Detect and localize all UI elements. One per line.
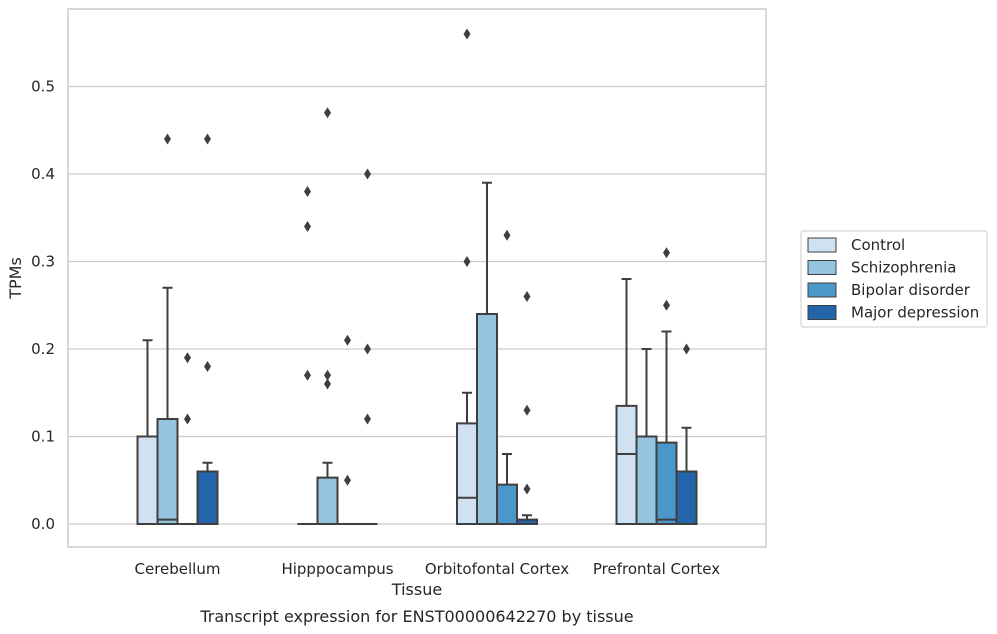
outlier-point xyxy=(324,378,331,390)
outlier-point xyxy=(304,369,311,381)
outlier-point xyxy=(463,256,471,267)
plot-frame xyxy=(67,8,767,548)
box xyxy=(496,483,518,525)
box-major-depression xyxy=(357,168,378,525)
box-control xyxy=(456,28,478,525)
outlier-point xyxy=(344,334,351,346)
legend: Control Schizophrenia Bipolar disorder Majo… xyxy=(800,230,988,328)
outlier-point xyxy=(304,186,311,197)
y-tick-label: 0.1 xyxy=(31,428,55,446)
box xyxy=(456,422,478,525)
outlier-point xyxy=(663,247,670,259)
outlier-point xyxy=(503,229,511,241)
box xyxy=(655,441,678,525)
outlier-point xyxy=(663,299,670,311)
box-major-depression xyxy=(516,291,538,525)
box-bipolar-disorder xyxy=(496,229,518,525)
y-tick-label: 0.5 xyxy=(31,78,55,96)
x-tick-label: Cerebellum xyxy=(135,560,221,578)
legend-frame xyxy=(800,230,988,328)
legend-label: Major depression xyxy=(851,304,979,322)
outlier-point xyxy=(184,413,191,425)
box-control xyxy=(297,186,318,525)
x-axis-title: Tissue xyxy=(391,580,442,599)
outlier-point xyxy=(364,168,371,180)
box xyxy=(136,435,159,525)
legend-label: Schizophrenia xyxy=(851,259,956,277)
outlier-point xyxy=(523,291,531,302)
legend-label: Control xyxy=(851,236,905,254)
y-axis-title: TPMs xyxy=(6,257,25,300)
outlier-point xyxy=(204,361,211,372)
box-schizophrenia xyxy=(476,181,498,525)
y-tick-label: 0.3 xyxy=(31,253,55,271)
box xyxy=(316,476,339,525)
legend-label: Bipolar disorder xyxy=(851,281,971,299)
legend-swatch xyxy=(807,282,837,298)
outlier-point xyxy=(364,343,371,355)
chart-caption: Transcript expression for ENST0000064227… xyxy=(199,607,633,626)
outlier-point xyxy=(164,133,171,145)
legend-swatch xyxy=(807,305,837,320)
x-tick-labels: Cerebellum Hipppocampus Orbitofontal Corte… xyxy=(135,560,721,578)
x-tick-label: Orbitofontal Cortex xyxy=(425,560,569,578)
box-major-depression xyxy=(675,343,698,525)
box-bipolar-disorder xyxy=(655,247,678,525)
box-bipolar-disorder xyxy=(177,352,198,525)
box-major-depression xyxy=(196,133,219,525)
x-tick-label: Hipppocampus xyxy=(281,560,393,578)
outlier-point xyxy=(344,474,351,486)
box xyxy=(196,470,219,525)
y-tick-label: 0.2 xyxy=(31,340,55,358)
outlier-point xyxy=(683,343,690,355)
outlier-point xyxy=(324,369,331,381)
outlier-point xyxy=(523,483,531,495)
box-series xyxy=(136,28,698,525)
legend-swatch xyxy=(807,237,837,253)
outlier-point xyxy=(364,413,371,425)
box xyxy=(615,404,638,525)
outlier-point xyxy=(184,352,191,364)
box-bipolar-disorder xyxy=(337,334,358,525)
x-tick-label: Prefrontal Cortex xyxy=(593,560,720,578)
box-schizophrenia xyxy=(316,107,339,525)
box xyxy=(476,313,498,525)
legend-swatch xyxy=(807,260,837,275)
y-tick-labels: 0.0 0.1 0.2 0.3 0.4 0.5 xyxy=(31,78,55,534)
outlier-point xyxy=(463,28,471,40)
outlier-point xyxy=(304,221,311,232)
outlier-point xyxy=(324,107,331,119)
box-schizophrenia xyxy=(156,133,179,525)
box xyxy=(675,470,698,525)
box xyxy=(156,418,179,525)
y-tick-label: 0.0 xyxy=(31,515,55,533)
y-tick-label: 0.4 xyxy=(31,165,55,183)
box-control xyxy=(136,339,159,525)
outlier-point xyxy=(204,133,211,145)
outlier-point xyxy=(523,404,531,416)
box-schizophrenia xyxy=(635,348,658,525)
box-control xyxy=(615,278,638,525)
box xyxy=(635,435,658,525)
